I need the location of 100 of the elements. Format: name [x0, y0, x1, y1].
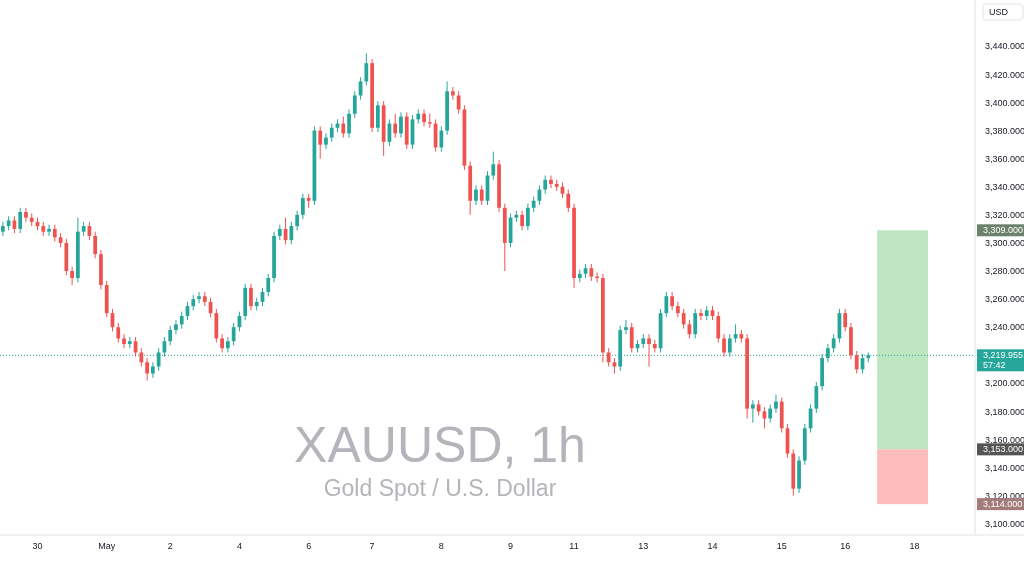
candlestick: [629, 322, 634, 353]
candlestick: [122, 333, 126, 349]
candlestick: [479, 184, 484, 206]
candlestick: [151, 361, 155, 379]
candlestick: [606, 347, 611, 367]
text: Gold Spot / U.S. Dollar: [323, 475, 557, 501]
candlestick: [474, 184, 478, 206]
candlestick: [47, 224, 51, 237]
candlestick: [145, 357, 149, 382]
candlestick: [324, 132, 328, 150]
candlestick: [347, 109, 351, 139]
candlestick: [231, 322, 236, 346]
candlestick: [526, 203, 530, 231]
candlestick: [549, 175, 553, 189]
x-tick-label: 9: [508, 541, 514, 551]
candlestick: [352, 90, 357, 119]
candlestick: [399, 111, 403, 139]
candlestick: [116, 322, 121, 344]
candlestick: [520, 210, 524, 231]
candlestick: [318, 125, 323, 160]
y-tick-label: 3,420.000: [985, 69, 1024, 80]
y-tick-label: 3,300.000: [985, 238, 1024, 249]
y-tick-label: 3,160.000: [985, 434, 1024, 445]
x-tick-label: 2: [167, 541, 173, 551]
candlestick: [774, 394, 778, 414]
y-tick-label: 3,320.000: [985, 209, 1024, 220]
candlestick: [376, 100, 380, 133]
candlestick: [439, 125, 444, 153]
candlestick: [1, 221, 5, 237]
y-tick-label: 3,260.000: [985, 294, 1024, 305]
candlestick: [814, 381, 819, 414]
candlestick: [364, 52, 369, 87]
candlestick: [24, 207, 28, 223]
candlestick: [751, 399, 755, 424]
y-tick-label: 3,360.000: [985, 153, 1024, 164]
x-tick-label: 8: [438, 541, 444, 551]
candlestick: [18, 207, 23, 234]
x-tick-label: 4: [236, 541, 242, 551]
candlestick: [93, 231, 98, 259]
y-tick-label: 3,200.000: [985, 378, 1024, 389]
y-tick-label: 3,100.000: [985, 518, 1024, 529]
candlestick: [647, 333, 651, 367]
x-tick-label: 14: [707, 541, 718, 551]
y-tick-label: 3,340.000: [985, 181, 1024, 192]
candlestick: [70, 266, 74, 286]
y-tick-label: 3,280.000: [985, 266, 1024, 277]
text: 3,153.000: [983, 444, 1024, 455]
candlestick: [681, 308, 686, 330]
candlestick: [197, 291, 201, 304]
candlestick: [854, 350, 859, 375]
candlestick: [451, 86, 455, 101]
candlestick: [843, 308, 848, 332]
candlestick: [670, 291, 674, 311]
candlestick: [664, 291, 669, 318]
candlestick: [768, 403, 773, 424]
candlestick: [174, 319, 178, 335]
x-tick-label: May: [98, 541, 116, 551]
candlestick: [699, 308, 703, 321]
candlestick: [226, 336, 230, 353]
candlestick: [456, 90, 461, 115]
text: 3,309.000: [983, 225, 1024, 236]
x-tick-label: 16: [840, 541, 851, 551]
candlestick: [329, 123, 334, 143]
y-tick-label: 3,120.000: [985, 490, 1024, 501]
text: XAUUSD, 1h: [294, 417, 586, 473]
y-tick-label: 3,440.000: [985, 41, 1024, 52]
y-tick-label: 3,380.000: [985, 125, 1024, 136]
candlestick: [139, 347, 144, 367]
candlestick: [341, 116, 346, 139]
y-tick-label: 3,140.000: [985, 462, 1024, 473]
x-tick-label: 18: [909, 541, 920, 551]
x-tick-label: 11: [569, 541, 579, 551]
y-tick-label: 3,400.000: [985, 97, 1024, 108]
ref-line-label: 3,219.955: [983, 350, 1024, 361]
candlestick: [491, 151, 496, 181]
text: 3,114.000: [983, 499, 1023, 510]
y-axis-title: USD: [989, 7, 1009, 18]
text: 57:42: [983, 360, 1006, 371]
candlestick: [543, 175, 548, 195]
candlestick: [220, 333, 224, 353]
candlestick: [831, 333, 836, 353]
candlestick: [249, 283, 253, 311]
candlestick: [266, 273, 271, 297]
candlestick: [422, 109, 426, 127]
candlestick: [716, 311, 721, 344]
candlestick: [624, 319, 628, 335]
x-tick-label: 6: [306, 541, 312, 551]
candlestick: [393, 113, 398, 139]
x-tick-label: 13: [638, 541, 649, 551]
candlestick: [566, 189, 571, 213]
x-tick-label: 7: [369, 541, 375, 551]
candlestick: [722, 333, 726, 358]
y-tick-label: 3,240.000: [985, 322, 1024, 333]
candlestick: [168, 325, 173, 346]
candlestick: [289, 221, 294, 245]
x-tick-label: 15: [776, 541, 787, 551]
candlestick: [301, 193, 305, 220]
x-tick-label: 30: [32, 541, 43, 551]
candlestick: [676, 301, 680, 318]
y-tick-label: 3,180.000: [985, 406, 1024, 417]
